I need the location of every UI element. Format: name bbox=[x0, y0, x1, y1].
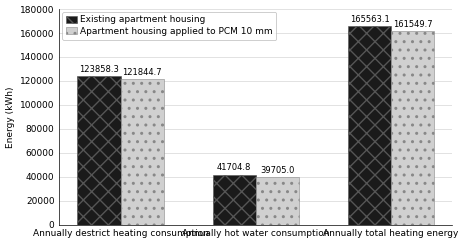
Bar bbox=[77, 76, 121, 224]
Bar bbox=[212, 175, 256, 224]
Bar bbox=[256, 177, 299, 224]
Bar bbox=[121, 79, 164, 224]
Bar bbox=[391, 31, 434, 224]
Bar bbox=[348, 26, 391, 224]
Text: 121844.7: 121844.7 bbox=[122, 68, 162, 77]
Text: 161549.7: 161549.7 bbox=[393, 20, 432, 29]
Text: 123858.3: 123858.3 bbox=[79, 65, 119, 74]
Text: 39705.0: 39705.0 bbox=[260, 166, 295, 175]
Legend: Existing apartment housing, Apartment housing applied to PCM 10 mm: Existing apartment housing, Apartment ho… bbox=[62, 12, 276, 40]
Y-axis label: Energy (kWh): Energy (kWh) bbox=[6, 86, 15, 148]
Text: 41704.8: 41704.8 bbox=[217, 163, 251, 173]
Text: 165563.1: 165563.1 bbox=[350, 15, 389, 24]
